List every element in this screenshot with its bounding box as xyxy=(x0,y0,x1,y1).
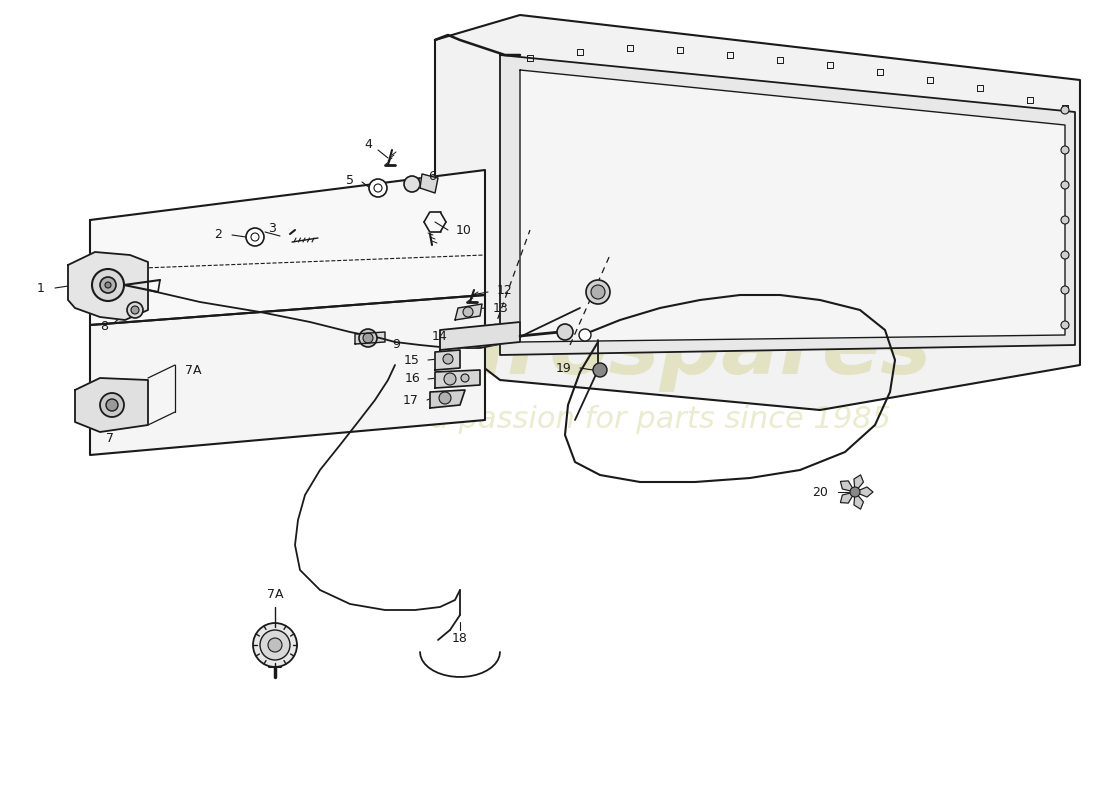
Circle shape xyxy=(591,285,605,299)
Circle shape xyxy=(1062,181,1069,189)
Polygon shape xyxy=(434,15,1080,410)
Text: 6: 6 xyxy=(428,170,436,182)
Polygon shape xyxy=(840,481,855,492)
Circle shape xyxy=(439,392,451,404)
Circle shape xyxy=(268,638,282,652)
Text: 3: 3 xyxy=(268,222,276,234)
Text: 20: 20 xyxy=(812,486,828,498)
Text: 10: 10 xyxy=(456,223,472,237)
Text: 17: 17 xyxy=(403,394,419,406)
Circle shape xyxy=(100,277,116,293)
Text: 1: 1 xyxy=(37,282,45,294)
Text: 7A: 7A xyxy=(185,363,201,377)
Polygon shape xyxy=(854,475,864,492)
Circle shape xyxy=(1062,216,1069,224)
Text: 4: 4 xyxy=(364,138,372,151)
Circle shape xyxy=(1062,146,1069,154)
Circle shape xyxy=(106,399,118,411)
Text: 18: 18 xyxy=(452,631,468,645)
Circle shape xyxy=(557,324,573,340)
Circle shape xyxy=(586,280,611,304)
Circle shape xyxy=(463,307,473,317)
Circle shape xyxy=(363,333,373,343)
Polygon shape xyxy=(500,55,1075,355)
Polygon shape xyxy=(90,170,485,325)
Circle shape xyxy=(1062,321,1069,329)
Circle shape xyxy=(850,487,860,497)
Circle shape xyxy=(359,329,377,347)
Text: a passion for parts since 1985: a passion for parts since 1985 xyxy=(429,406,891,434)
Text: 9: 9 xyxy=(392,338,400,350)
Circle shape xyxy=(126,302,143,318)
Text: 19: 19 xyxy=(556,362,571,374)
Circle shape xyxy=(260,630,290,660)
Text: eurospares: eurospares xyxy=(387,309,933,391)
Circle shape xyxy=(1062,251,1069,259)
Polygon shape xyxy=(840,492,855,503)
Circle shape xyxy=(253,623,297,667)
Polygon shape xyxy=(355,332,385,344)
Polygon shape xyxy=(75,378,148,432)
Text: 8: 8 xyxy=(100,319,108,333)
Circle shape xyxy=(593,363,607,377)
Circle shape xyxy=(1062,106,1069,114)
Circle shape xyxy=(131,306,139,314)
Polygon shape xyxy=(90,295,485,455)
Text: 5: 5 xyxy=(346,174,354,186)
Circle shape xyxy=(374,184,382,192)
Circle shape xyxy=(246,228,264,246)
Circle shape xyxy=(443,354,453,364)
Text: 16: 16 xyxy=(405,373,420,386)
Polygon shape xyxy=(440,322,520,350)
Circle shape xyxy=(444,373,456,385)
Polygon shape xyxy=(434,370,480,388)
Circle shape xyxy=(1062,286,1069,294)
Text: 14: 14 xyxy=(431,330,447,342)
Polygon shape xyxy=(420,174,438,193)
Circle shape xyxy=(251,233,258,241)
Circle shape xyxy=(404,176,420,192)
Text: 7: 7 xyxy=(106,431,114,445)
Circle shape xyxy=(368,179,387,197)
Polygon shape xyxy=(520,70,1065,342)
Text: 15: 15 xyxy=(404,354,420,366)
Polygon shape xyxy=(434,350,460,370)
Polygon shape xyxy=(854,492,864,509)
Circle shape xyxy=(104,282,111,288)
Polygon shape xyxy=(68,252,148,320)
Circle shape xyxy=(579,329,591,341)
Circle shape xyxy=(100,393,124,417)
Circle shape xyxy=(461,374,469,382)
Polygon shape xyxy=(455,304,482,320)
Text: 13: 13 xyxy=(493,302,508,314)
Circle shape xyxy=(92,269,124,301)
Text: 12: 12 xyxy=(497,283,513,297)
Polygon shape xyxy=(430,390,465,408)
Text: 7A: 7A xyxy=(266,589,284,602)
Text: 2: 2 xyxy=(214,229,222,242)
Polygon shape xyxy=(855,487,873,497)
